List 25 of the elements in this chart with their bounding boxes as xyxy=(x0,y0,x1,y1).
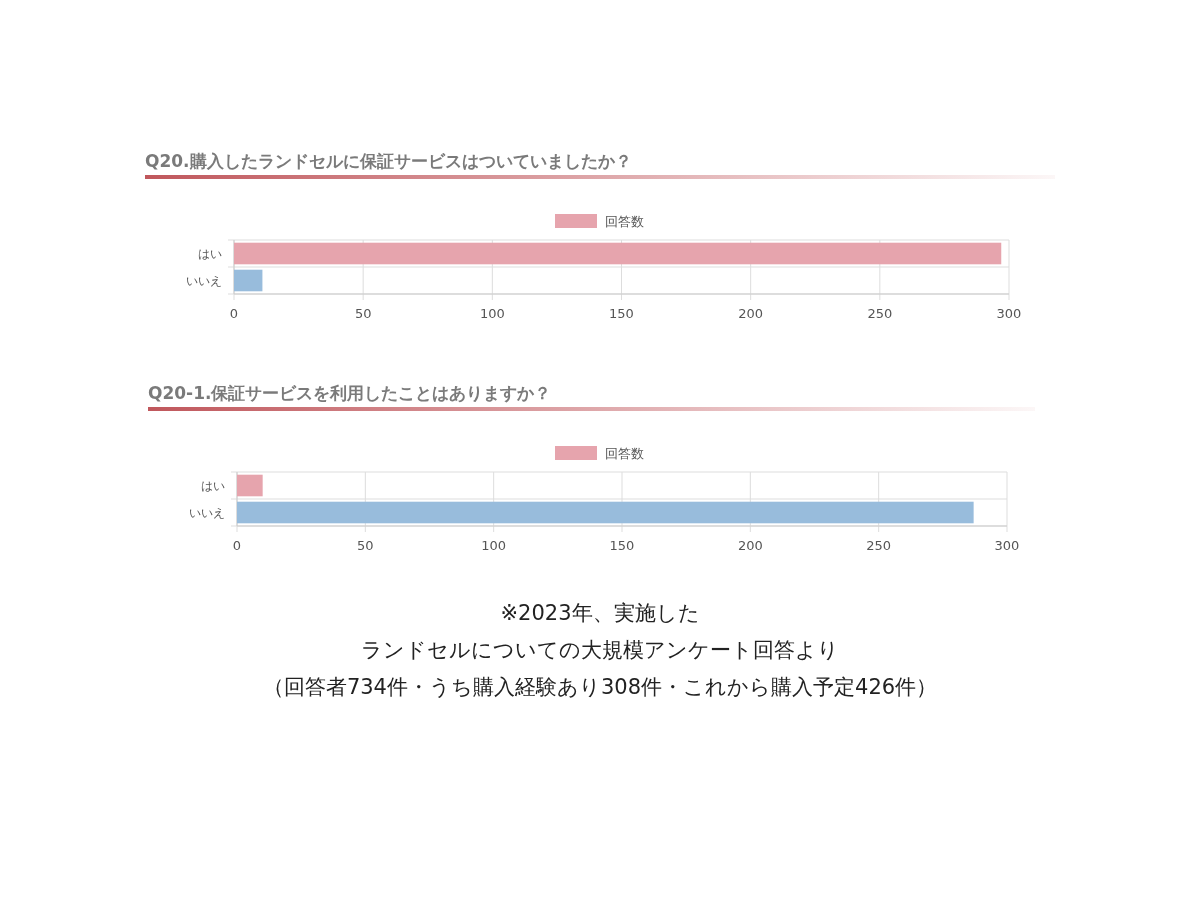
chart-title: Q20-1.保証サービスを利用したことはありますか？ xyxy=(148,383,552,403)
x-tick-label: 150 xyxy=(609,306,634,321)
y-tick-label: いいえ xyxy=(186,273,222,288)
x-tick-label: 100 xyxy=(481,538,507,553)
y-tick-label: はい xyxy=(201,478,225,493)
x-tick-label: 300 xyxy=(994,538,1020,553)
x-tick-label: 50 xyxy=(357,538,374,553)
text: ランドセルについての大規模アンケート回答より xyxy=(361,638,839,662)
chart-title: Q20.購入したランドセルに保証サービスはついていましたか？ xyxy=(145,151,632,171)
x-tick-label: 0 xyxy=(229,306,239,321)
x-tick-label: 200 xyxy=(737,538,763,553)
x-tick-label: 250 xyxy=(866,538,892,553)
y-tick-label: はい xyxy=(198,246,222,261)
legend-label: 回答数 xyxy=(605,214,644,229)
x-tick-label: 0 xyxy=(232,538,242,553)
x-tick-label: 150 xyxy=(609,538,635,553)
text: （回答者734件・うち購入経験あり308件・これから購入予定426件） xyxy=(262,675,938,699)
x-tick-label: 250 xyxy=(867,306,893,321)
x-tick-label: 300 xyxy=(996,306,1022,321)
x-tick-label: 200 xyxy=(738,306,764,321)
legend-label: 回答数 xyxy=(605,446,644,461)
x-tick-label: 50 xyxy=(354,306,372,321)
text: ※2023年、実施した xyxy=(500,601,700,625)
x-tick-label: 100 xyxy=(479,306,505,321)
y-tick-label: いいえ xyxy=(189,505,225,520)
